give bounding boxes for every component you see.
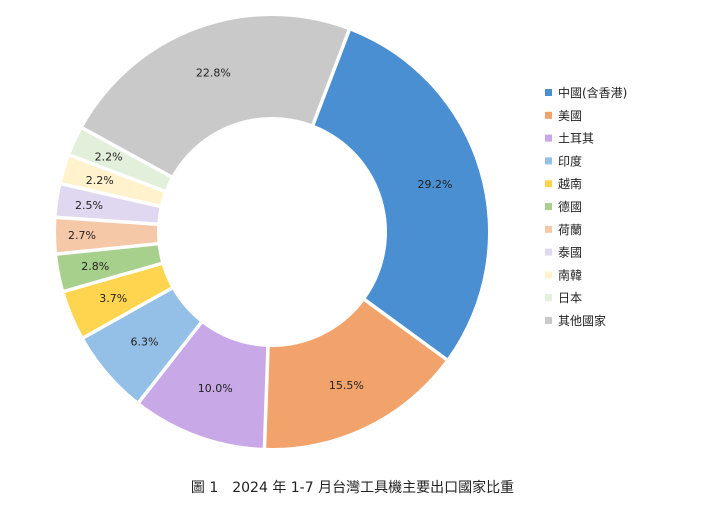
legend-swatch-11 <box>545 317 552 324</box>
slice-5 <box>64 265 171 337</box>
legend-swatch-2 <box>545 111 552 119</box>
slice-label-5: 3.7% <box>99 292 127 305</box>
legend-label-11: 其他國家 <box>558 313 606 328</box>
slice-label-9: 2.2% <box>86 174 114 187</box>
slice-2 <box>266 301 446 448</box>
legend-label-9: 南韓 <box>558 267 582 282</box>
legend-swatch-7 <box>545 225 552 233</box>
legend-swatch-10 <box>545 294 552 302</box>
legend-swatch-9 <box>545 271 552 279</box>
slice-6 <box>57 245 161 290</box>
legend-swatch-5 <box>545 180 552 188</box>
legend-label-6: 德國 <box>558 199 582 214</box>
legend-label-5: 越南 <box>558 176 582 191</box>
legend-label-3: 土耳其 <box>558 132 594 146</box>
legend-swatch-3 <box>545 134 552 142</box>
slice-label-10: 2.2% <box>95 151 123 164</box>
slice-7 <box>56 219 158 253</box>
slice-label-4: 6.3% <box>131 335 159 348</box>
slice-1 <box>314 30 488 358</box>
slice-10 <box>70 129 171 190</box>
figure-caption: 圖 1 2024 年 1-7 月台灣工具機主要出口國家比重 <box>190 480 515 496</box>
legend-swatch-1 <box>545 89 552 96</box>
slice-label-3: 10.0% <box>198 382 233 395</box>
legend-label-8: 泰國 <box>558 246 582 260</box>
legend-swatch-8 <box>545 248 552 256</box>
slice-label-11: 22.8% <box>196 66 231 79</box>
donut-slices <box>56 15 488 448</box>
slice-8 <box>56 185 160 223</box>
slice-label-7: 2.7% <box>68 229 96 242</box>
slice-labels: 29.2% 15.5% 10.0% 6.3% 3.7% 2.8% 2.7% 2.5% 2.2% 2… <box>68 66 452 395</box>
slice-label-2: 15.5% <box>329 379 364 392</box>
slice-label-1: 29.2% <box>418 178 453 191</box>
legend-swatch-4 <box>545 157 552 165</box>
legend-swatch-6 <box>545 203 552 210</box>
legend-label-10: 日本 <box>558 291 582 305</box>
slice-label-8: 2.5% <box>75 199 103 212</box>
legend-label-1: 中國(含香港) <box>558 85 627 100</box>
legend-label-7: 荷蘭 <box>558 223 582 237</box>
slice-11 <box>83 15 348 176</box>
legend-label-2: 美國 <box>558 109 582 123</box>
slice-4 <box>84 289 200 402</box>
slice-label-6: 2.8% <box>81 260 109 273</box>
slice-3 <box>140 323 267 448</box>
legend-label-4: 印度 <box>558 153 582 168</box>
slice-9 <box>61 156 164 205</box>
